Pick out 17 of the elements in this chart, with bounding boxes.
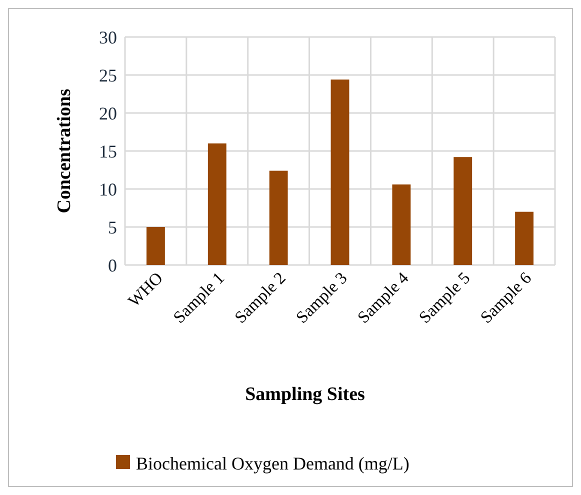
y-tick-label: 0	[108, 255, 117, 276]
legend-label: Biochemical Oxygen Demand (mg/L)	[136, 453, 410, 474]
bar	[454, 157, 472, 265]
y-tick-label: 5	[108, 217, 117, 238]
bar	[392, 184, 411, 265]
y-tick-label: 10	[99, 179, 117, 200]
bar	[146, 227, 165, 265]
y-tick-label: 15	[99, 141, 117, 162]
y-tick-label: 25	[99, 65, 117, 86]
bar	[208, 143, 226, 265]
x-axis-title: Sampling Sites	[245, 384, 365, 405]
bar	[269, 170, 288, 265]
bar	[330, 80, 350, 265]
y-tick-label: 30	[99, 27, 117, 48]
bar	[515, 212, 534, 265]
y-axis-title: Concentrations	[54, 88, 75, 214]
y-tick-label: 20	[99, 103, 117, 124]
